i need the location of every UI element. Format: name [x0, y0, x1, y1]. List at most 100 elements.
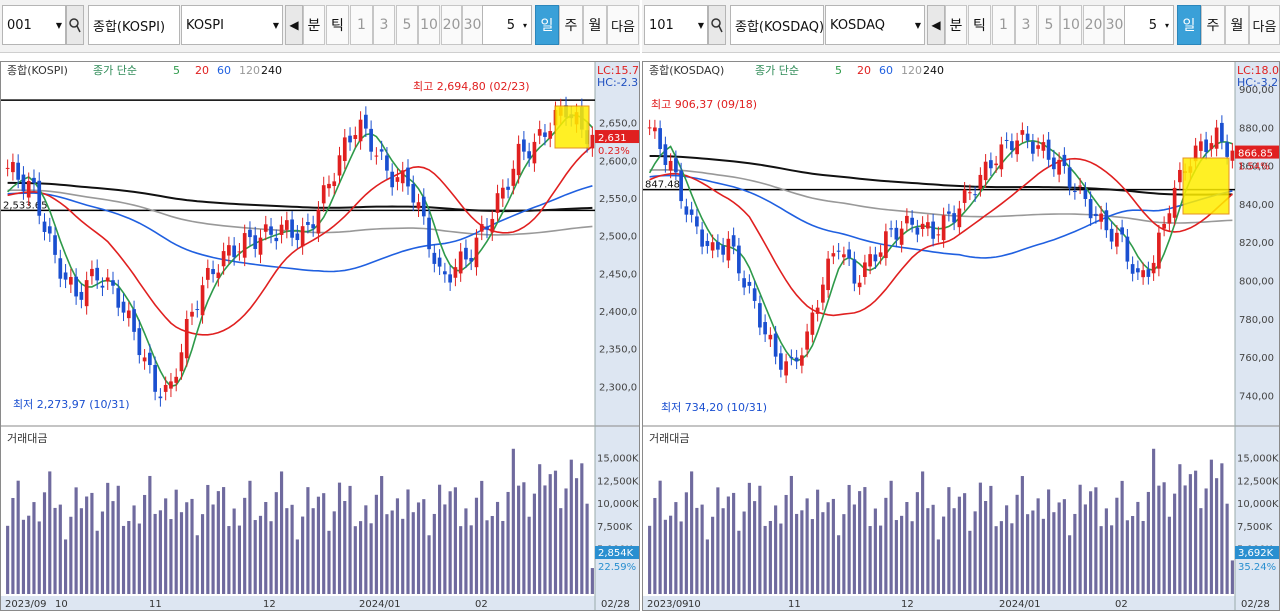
tab-weekly[interactable]: 주 — [1201, 5, 1225, 45]
candle-body — [973, 194, 977, 196]
time-label: 12 — [263, 599, 276, 610]
time-label: 02/28 — [1241, 599, 1270, 610]
code-input[interactable]: 101 ▼ — [644, 5, 708, 45]
candle-body — [221, 251, 226, 267]
period-button-30[interactable]: 30 — [462, 5, 483, 45]
index-name-label: 종합(KOSDAQ) — [730, 5, 824, 45]
period-button-3[interactable]: 3 — [1015, 5, 1037, 45]
index-select[interactable]: KOSPI ▼ — [181, 5, 283, 45]
candle-body — [684, 206, 689, 215]
volume-bar — [364, 505, 368, 594]
chevron-down-icon[interactable]: ▼ — [912, 6, 924, 44]
candle-body — [989, 160, 993, 169]
volume-bar — [1041, 518, 1045, 594]
volume-bar — [679, 521, 683, 594]
legend-name: 종합(KOSPI) — [7, 64, 68, 77]
volume-bar — [1215, 478, 1219, 594]
legend-ma-20: 20 — [195, 64, 209, 77]
period-button-20[interactable]: 20 — [1083, 5, 1104, 45]
candle-body — [548, 131, 553, 139]
period-button-1[interactable]: 1 — [350, 5, 373, 45]
volume-bar — [380, 476, 384, 594]
period-button-5[interactable]: 5 — [396, 5, 418, 45]
candle-body — [731, 235, 736, 247]
period-button-5[interactable]: 5 — [1038, 5, 1060, 45]
chevron-down-icon[interactable]: ▾ — [519, 6, 531, 44]
candle-body — [674, 158, 678, 173]
period-button-1[interactable]: 1 — [992, 5, 1015, 45]
candle-body — [26, 180, 31, 198]
price-tick-label: 2,650,0 — [599, 119, 637, 130]
period-button-tick[interactable]: 틱 — [968, 5, 991, 45]
candle-body — [1073, 190, 1077, 193]
next-button[interactable]: 다음 — [607, 5, 639, 45]
time-axis-bg — [1, 596, 639, 610]
candle-body — [1104, 210, 1109, 231]
candle-body — [700, 229, 704, 247]
toolbar-kosdaq: 101 ▼ 종합(KOSDAQ) KOSDAQ ▼ ◀ 분 틱 1 3 5 10 20 30 5 ▾… — [642, 0, 1280, 53]
tab-daily[interactable]: 일 — [1177, 5, 1201, 45]
search-icon[interactable] — [708, 5, 726, 45]
price-tick-label: 2,600,0 — [599, 156, 637, 167]
candle-body — [116, 288, 121, 308]
volume-bar — [863, 487, 867, 594]
period-button-3[interactable]: 3 — [373, 5, 395, 45]
period-button-30[interactable]: 30 — [1104, 5, 1125, 45]
candle-body — [931, 221, 935, 239]
period-button-tick[interactable]: 틱 — [326, 5, 349, 45]
chevron-down-icon[interactable]: ▼ — [270, 6, 282, 44]
period-button-minute[interactable]: 분 — [303, 5, 325, 45]
index-name-text: 종합(KOSPI) — [93, 19, 166, 35]
period-button-10[interactable]: 10 — [1060, 5, 1082, 45]
chevron-down-icon[interactable]: ▾ — [1161, 6, 1173, 44]
period-button-10[interactable]: 10 — [418, 5, 440, 45]
volume-bar — [915, 492, 919, 594]
chevron-down-icon[interactable]: ▼ — [695, 6, 707, 44]
volume-bar — [805, 498, 809, 594]
prev-arrow-icon[interactable]: ◀ — [927, 5, 945, 45]
toolbar-kospi: 001 ▼ 종합(KOSPI) KOSPI ▼ ◀ 분 틱 1 3 5 10 20 30 5 ▾ 일… — [0, 0, 640, 53]
candle-body — [63, 272, 68, 280]
candle-body — [300, 226, 305, 247]
candle-body — [962, 189, 967, 203]
volume-bar — [663, 519, 667, 594]
volume-bar — [690, 471, 694, 594]
candle-body — [111, 280, 115, 286]
period-button-20[interactable]: 20 — [441, 5, 462, 45]
tab-monthly[interactable]: 월 — [583, 5, 607, 45]
volume-bar — [332, 511, 336, 594]
ma-20-line — [649, 157, 1233, 317]
volume-bar — [1188, 474, 1192, 594]
volume-bar — [1057, 502, 1061, 594]
candle-body — [69, 277, 73, 285]
period-button-minute[interactable]: 분 — [945, 5, 967, 45]
interval-count[interactable]: 5 ▾ — [482, 5, 532, 45]
candle-body — [1099, 213, 1103, 222]
volume-bar — [789, 475, 793, 594]
search-icon[interactable] — [66, 5, 84, 45]
candle-body — [1109, 228, 1114, 242]
volume-bar — [774, 505, 778, 594]
interval-count[interactable]: 5 ▾ — [1124, 5, 1174, 45]
candle-body — [537, 129, 542, 136]
tab-monthly[interactable]: 월 — [1225, 5, 1249, 45]
candle-body — [390, 171, 395, 188]
chevron-down-icon[interactable]: ▼ — [53, 6, 65, 44]
volume-bar — [53, 507, 57, 594]
next-button[interactable]: 다음 — [1249, 5, 1280, 45]
candle-body — [379, 149, 384, 152]
volume-bar — [989, 485, 993, 594]
volume-bar — [480, 480, 484, 594]
prev-arrow-icon[interactable]: ◀ — [285, 5, 303, 45]
volume-bar — [190, 498, 194, 594]
volume-bar — [79, 508, 83, 594]
tab-daily[interactable]: 일 — [535, 5, 559, 45]
index-select[interactable]: KOSDAQ ▼ — [825, 5, 925, 45]
volume-bar — [422, 499, 426, 594]
candle-body — [174, 376, 179, 383]
tab-weekly[interactable]: 주 — [559, 5, 583, 45]
code-input[interactable]: 001 ▼ — [2, 5, 66, 45]
candle-body — [227, 245, 231, 256]
volume-bar — [543, 485, 547, 594]
candle-body — [658, 128, 662, 149]
